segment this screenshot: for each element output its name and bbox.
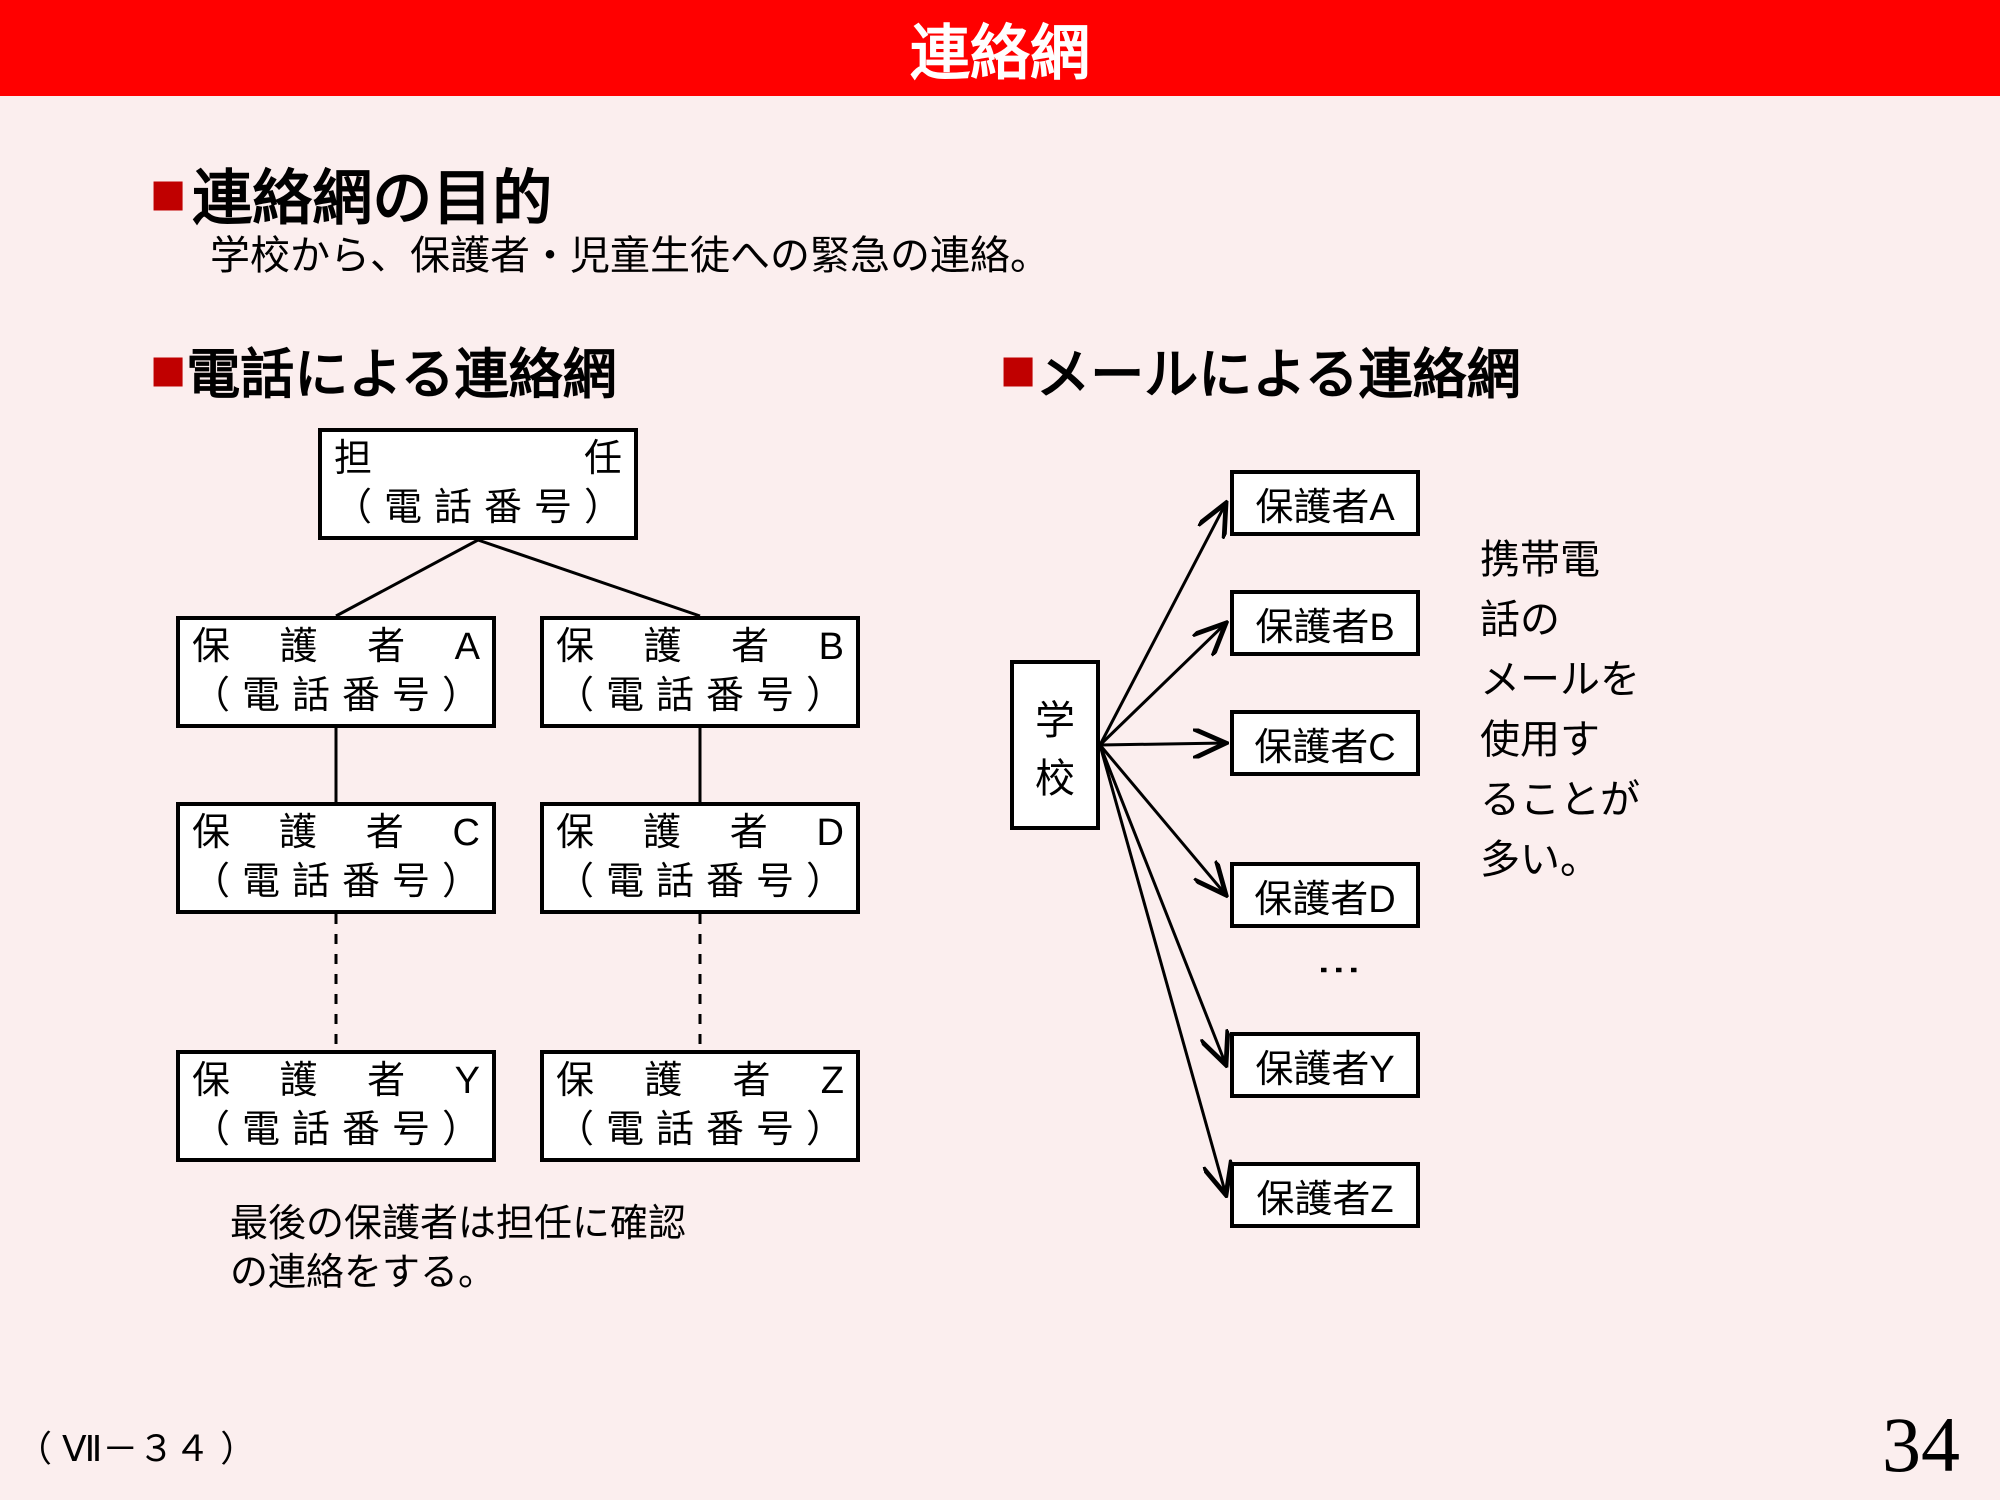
page-number: 34 xyxy=(1882,1400,1960,1490)
mail-side-note: 携帯電話のメールを使用することが多い。 xyxy=(1480,530,1640,890)
vertical-ellipsis-icon: ⋮ xyxy=(1314,948,1365,982)
mail-star-connectors xyxy=(0,0,2000,1500)
page-side-reference: （ Ⅶ－３４ ） xyxy=(16,1420,256,1472)
